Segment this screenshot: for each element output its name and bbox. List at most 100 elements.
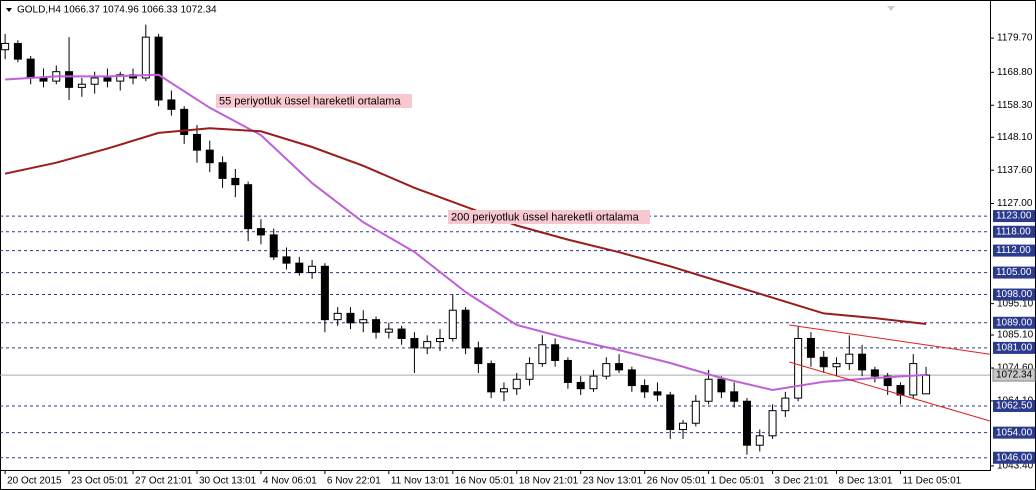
candle-body [922,374,931,395]
x-tick-label: 4 Nov 06:01 [263,476,317,487]
candle-body [589,375,598,390]
candle-body [474,347,483,365]
candle-body [794,337,803,399]
candle-body [538,344,547,365]
y-tick-label: 1158.30 [997,100,1033,111]
candle-body [372,319,381,333]
x-tick-label: 16 Nov 05:01 [455,476,515,487]
candle-body [205,149,214,164]
level-label: 1062.50 [996,401,1033,412]
y-tick-label: 1137.60 [997,165,1033,176]
candle-body [192,133,201,151]
x-tick-label: 27 Oct 21:01 [135,476,193,487]
level-label: 1081.00 [996,343,1033,354]
level-label-bg [993,399,1035,412]
candle-body [359,319,368,324]
candle-body [883,375,892,387]
candle-body [755,435,764,446]
level-label: 1089.00 [996,317,1033,328]
candle-body [499,388,508,393]
candle-body [909,363,918,396]
level-label: 1046.00 [996,452,1033,463]
menu-arrow[interactable] [6,8,12,12]
level-label-bg [993,316,1035,329]
candle-body [512,378,521,390]
candle-body [730,391,739,402]
candle-body [269,234,278,258]
candle-body [832,363,841,368]
collapse-icon[interactable] [887,6,895,11]
candle-body [436,337,444,343]
candle-body [627,369,636,387]
line-series [4,127,927,325]
candle-body [679,422,688,431]
candle-body [397,328,406,339]
y-tick-label: 1095.10 [997,298,1034,309]
x-tick-label: 18 Nov 21:01 [519,476,579,487]
candle-body [231,177,240,186]
candle-body [282,256,291,264]
candle-body [819,356,828,368]
price-label-bg [992,368,1036,382]
level-label: 1118.00 [996,226,1031,237]
candle-body [704,378,713,402]
x-tick-label: 11 Dec 05:01 [902,476,961,487]
candle-body [103,77,112,82]
candle-body [26,58,35,79]
level-label-bg [993,451,1035,464]
x-tick-label: 30 Oct 13:01 [199,476,257,487]
candle-body [218,162,227,179]
level-label-bg [993,225,1035,238]
y-tick-label: 1148.10 [997,132,1033,143]
x-tick-label: 11 Nov 13:01 [391,476,450,487]
x-tick-label: 1 Dec 05:01 [711,476,765,487]
candle-body [845,353,854,365]
candle-body [691,400,700,424]
y-tick-label: 1127.00 [997,198,1033,209]
plot-border [0,0,991,471]
x-tick-label: 23 Nov 13:01 [583,476,643,487]
level-label-bg [993,426,1035,439]
annotation: 200 periyotluk üssel hareketli ortalama [451,211,640,223]
candle-body [768,410,777,437]
candle-body [781,397,790,412]
candle-body [551,344,560,361]
level-label-bg [993,341,1035,354]
candle-body [384,328,393,333]
candle-body [410,337,419,349]
line-series [5,73,927,392]
candle-body [320,265,329,321]
price-label: 1072.34 [996,370,1033,381]
level-label: 1105.00 [996,267,1032,278]
level-label: 1112.00 [996,245,1031,256]
x-tick-label: 6 Nov 22:01 [327,476,381,487]
candle-body [65,71,74,88]
y-tick-label: 1179.70 [997,33,1033,44]
candle-body [461,309,470,349]
candle-body [1,42,10,51]
y-axis: 1179.70 1168.80 1158.30 1148.10 1137.60 1127.… [990,33,1036,472]
level-label-bg [993,288,1035,301]
level-label: 1123.00 [996,211,1032,222]
plot [0,24,991,459]
y-tick-label: 1085.10 [997,330,1034,341]
candle-body [346,312,355,324]
candle-body [615,363,624,371]
candle-body [666,394,675,431]
candle-body [39,77,48,82]
candle-body [167,99,176,110]
candle-body [423,341,432,349]
candle-body [77,83,86,88]
candle-body [13,42,22,60]
line-series [789,361,991,422]
level-label-bg [993,266,1035,279]
x-tick-label: 8 Dec 13:01 [839,476,893,487]
candle-body [116,74,125,82]
candle-body [653,391,662,396]
candle-body [602,363,611,377]
candle-body [180,108,189,135]
candle-body [333,312,342,321]
annotation-bg [216,94,412,108]
candle-body [308,265,317,274]
